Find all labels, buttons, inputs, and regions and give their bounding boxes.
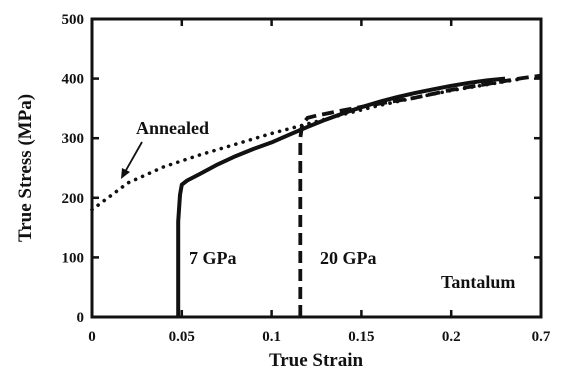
y-tick-label: 200	[62, 191, 85, 207]
axis-ticks: 0 0.05 0.1 0.15 0.2 0.7 0 100 200 300 400 500	[62, 12, 551, 345]
y-tick-label: 400	[62, 72, 85, 88]
series-line-20-gpa	[298, 73, 542, 317]
annotation-tantalum: Tantalum	[441, 272, 515, 292]
annealed-arrow-shaft	[124, 141, 143, 173]
annealed-label: Annealed	[136, 118, 209, 138]
annotation-20gpa: 20 GPa	[320, 248, 377, 268]
x-axis-label: True Strain	[269, 350, 364, 371]
y-tick-label: 300	[62, 131, 85, 147]
annealed-arrow-head	[121, 168, 130, 179]
annotation-7gpa: 7 GPa	[189, 248, 237, 268]
y-tick-label: 100	[62, 250, 85, 266]
x-tick-label: 0.2	[442, 329, 461, 345]
series-line-7-gpa	[176, 76, 506, 317]
series-layer	[90, 73, 542, 317]
x-tick-label: 0.7	[532, 329, 551, 345]
x-tick-label: 0.05	[169, 329, 195, 345]
y-axis-label: True Stress (MPa)	[15, 94, 36, 242]
plot-frame	[90, 17, 543, 319]
y-tick-label: 500	[62, 12, 85, 28]
y-tick-label: 0	[77, 310, 85, 326]
series-line-annealed	[90, 76, 525, 212]
x-tick-label: 0	[88, 329, 96, 345]
x-tick-label: 0.15	[348, 329, 374, 345]
x-tick-label: 0.1	[262, 329, 281, 345]
